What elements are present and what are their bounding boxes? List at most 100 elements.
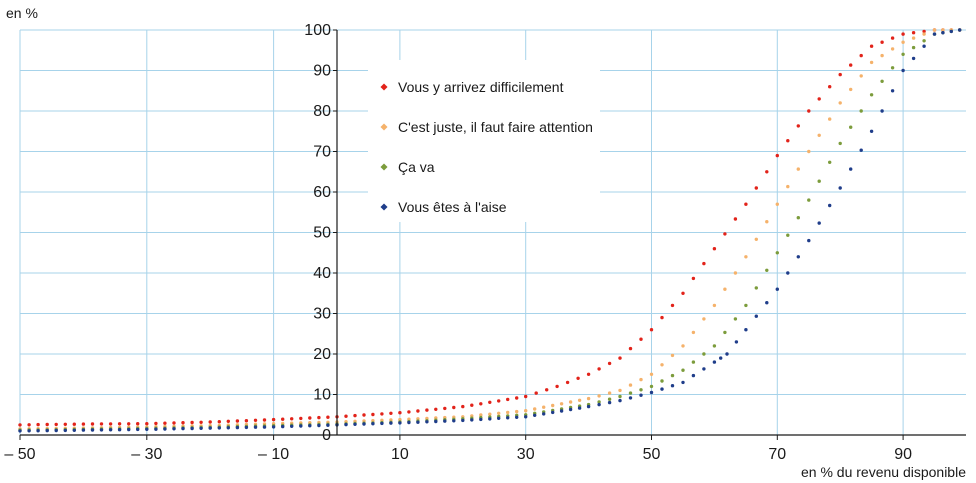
data-point-series-3 — [880, 79, 884, 84]
data-point-series-2 — [849, 87, 853, 92]
data-point-series-4 — [235, 425, 240, 430]
data-point-series-4 — [281, 424, 285, 429]
data-point-series-2 — [628, 383, 633, 387]
data-point-series-1 — [786, 139, 790, 143]
y-tick-label: 10 — [313, 387, 331, 404]
data-point-series-1 — [488, 400, 492, 404]
data-point-series-1 — [199, 420, 203, 424]
data-point-series-4 — [880, 109, 884, 113]
data-point-series-4 — [607, 400, 612, 405]
data-point-series-2 — [568, 400, 573, 404]
data-point-series-4 — [725, 352, 729, 356]
data-point-series-1 — [344, 414, 348, 418]
data-point-series-2 — [890, 47, 895, 51]
data-point-series-2 — [775, 202, 779, 206]
data-point-series-4 — [838, 186, 842, 190]
data-point-series-3 — [691, 360, 696, 364]
data-point-series-4 — [807, 238, 811, 243]
data-point-series-2 — [398, 417, 402, 422]
data-point-series-1 — [702, 261, 706, 266]
data-point-series-4 — [253, 425, 258, 429]
data-point-series-1 — [461, 404, 465, 409]
data-point-series-1 — [534, 391, 538, 395]
data-point-series-4 — [154, 427, 158, 431]
data-point-series-4 — [911, 56, 916, 61]
x-tick-label: 90 — [894, 446, 912, 463]
data-point-series-4 — [568, 407, 573, 412]
data-point-series-3 — [775, 251, 779, 255]
data-point-series-4 — [817, 221, 821, 225]
data-point-series-3 — [859, 109, 863, 113]
data-point-series-1 — [244, 419, 249, 423]
data-point-series-1 — [545, 388, 549, 392]
data-point-series-1 — [380, 412, 384, 416]
data-point-series-2 — [869, 60, 874, 65]
data-point-series-2 — [479, 413, 483, 417]
data-point-series-1 — [497, 399, 501, 403]
data-point-series-3 — [849, 125, 853, 129]
data-point-series-2 — [551, 403, 555, 408]
data-points — [18, 28, 962, 433]
data-point-series-4 — [488, 417, 492, 421]
data-point-series-1 — [660, 315, 664, 320]
legend-label: Ça va — [398, 159, 435, 175]
data-point-series-2 — [506, 410, 510, 415]
data-point-series-4 — [506, 416, 510, 420]
data-point-series-1 — [869, 44, 874, 48]
data-point-series-4 — [27, 429, 31, 433]
data-point-series-3 — [796, 216, 800, 220]
data-point-series-2 — [817, 133, 821, 137]
data-point-series-4 — [217, 426, 221, 430]
data-point-series-4 — [734, 340, 739, 344]
y-tick-label: 70 — [313, 144, 331, 161]
data-point-series-4 — [317, 423, 321, 428]
data-point-series-1 — [127, 422, 131, 426]
data-point-series-1 — [253, 418, 258, 422]
data-point-series-4 — [828, 203, 832, 208]
data-point-series-4 — [18, 429, 22, 433]
data-point-series-3 — [723, 330, 727, 335]
data-point-series-1 — [27, 423, 31, 427]
data-point-series-1 — [515, 396, 519, 400]
data-point-series-2 — [702, 317, 706, 321]
data-point-series-2 — [607, 391, 612, 395]
x-tick-label: – 30 — [131, 446, 162, 463]
data-point-series-4 — [515, 415, 519, 419]
data-point-series-3 — [890, 66, 895, 70]
data-point-series-4 — [670, 384, 675, 388]
data-point-series-4 — [649, 390, 654, 395]
data-point-series-1 — [859, 53, 863, 58]
data-point-series-1 — [81, 422, 86, 426]
data-point-series-3 — [786, 233, 790, 237]
data-point-series-4 — [434, 419, 438, 424]
data-point-series-4 — [63, 428, 67, 433]
data-point-series-1 — [389, 411, 393, 415]
data-point-series-2 — [691, 330, 696, 335]
data-point-series-4 — [712, 360, 717, 364]
data-point-series-1 — [765, 170, 769, 174]
data-point-series-4 — [890, 89, 895, 93]
data-point-series-3 — [817, 179, 821, 183]
data-point-series-1 — [775, 153, 779, 158]
data-point-series-4 — [461, 418, 465, 423]
data-point-series-1 — [880, 40, 884, 44]
data-point-series-2 — [559, 402, 564, 406]
data-point-series-2 — [597, 394, 601, 398]
data-point-series-2 — [859, 74, 863, 78]
data-point-series-2 — [932, 28, 937, 32]
data-point-series-4 — [443, 419, 447, 423]
data-point-series-1 — [90, 422, 95, 426]
data-point-series-3 — [911, 45, 916, 50]
data-point-series-1 — [290, 417, 294, 421]
data-point-series-4 — [108, 428, 113, 432]
data-point-series-2 — [838, 101, 842, 105]
data-point-series-4 — [932, 32, 937, 36]
y-tick-label: 60 — [313, 184, 331, 201]
data-point-series-1 — [576, 376, 580, 380]
data-point-series-4 — [796, 255, 800, 259]
data-point-series-2 — [733, 271, 738, 275]
data-point-series-1 — [443, 406, 447, 411]
data-point-series-1 — [54, 422, 58, 427]
data-point-series-4 — [497, 416, 501, 420]
